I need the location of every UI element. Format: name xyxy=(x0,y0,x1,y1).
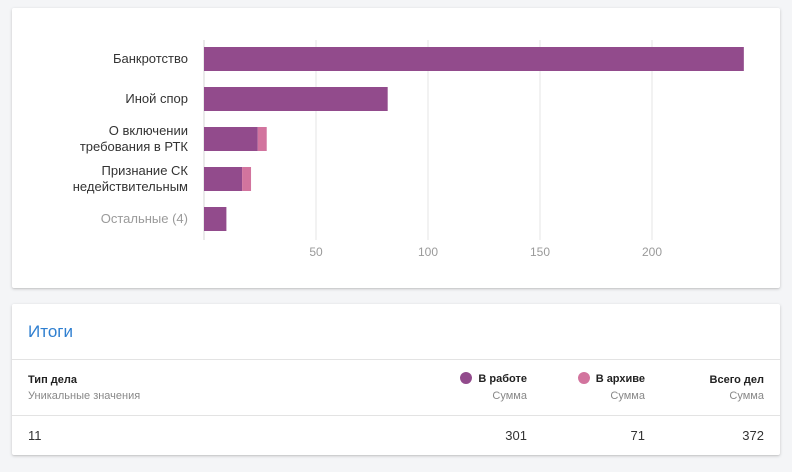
category-label: Банкротство xyxy=(113,51,188,66)
bar-chart: 50 100 150 200 Банкротство Иной спор О включен… xyxy=(73,40,744,259)
row-archive-value: 71 xyxy=(630,428,645,443)
category-label: Иной спор xyxy=(125,91,188,106)
col-in-work-subheader: Сумма xyxy=(492,390,527,402)
x-tick-label: 100 xyxy=(418,245,438,259)
col-archive-label: В архиве xyxy=(595,373,645,385)
col-in-work-label: В работе xyxy=(478,373,527,385)
col-archive-subheader: Сумма xyxy=(610,390,645,402)
col-total-subheader: Сумма xyxy=(729,390,764,402)
bar-segment xyxy=(204,87,388,111)
category-label: требования в РТК xyxy=(80,139,189,154)
col-type-header[interactable]: Тип дела xyxy=(28,374,77,386)
row-total-value: 372 xyxy=(742,428,764,443)
x-tick-label: 200 xyxy=(642,245,662,259)
category-label: О включении xyxy=(109,123,188,138)
bar-segment xyxy=(257,127,267,151)
category-label: Остальные (4) xyxy=(101,211,188,226)
x-tick-label: 150 xyxy=(530,245,550,259)
chart-card: 50 100 150 200 Банкротство Иной спор О включен… xyxy=(12,8,780,288)
bar-segment xyxy=(242,167,252,191)
category-label: Признание СК xyxy=(102,163,189,178)
col-archive-header[interactable]: В архиве xyxy=(532,372,645,385)
bar-segment xyxy=(204,127,258,151)
bar-segment xyxy=(204,47,744,71)
category-label: недействительным xyxy=(73,179,188,194)
summary-card: Итоги Тип дела Уникальные значения В раб… xyxy=(12,304,780,455)
bar-segment xyxy=(204,167,243,191)
header-divider xyxy=(12,359,780,360)
col-total-header[interactable]: Всего дел xyxy=(709,374,764,386)
row-divider xyxy=(12,415,780,416)
col-in-work-header[interactable]: В работе xyxy=(412,372,527,385)
x-tick-label: 50 xyxy=(309,245,323,259)
bar-segment xyxy=(204,207,227,231)
row-type-value: 11 xyxy=(28,428,42,443)
row-in-work-value: 301 xyxy=(505,428,527,443)
in-work-legend-dot xyxy=(460,372,473,384)
archive-legend-dot xyxy=(577,372,590,384)
col-type-subheader: Уникальные значения xyxy=(28,390,141,402)
summary-title: Итоги xyxy=(28,322,73,341)
